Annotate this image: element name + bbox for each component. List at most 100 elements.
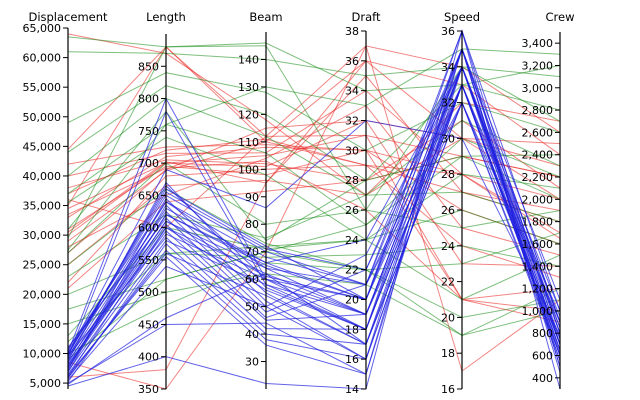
tick-label: 60 [245, 273, 259, 286]
axis-crew: Crew 400 600 800 1,000 1,200 1,400 1,600 1,800 2,… [522, 10, 575, 389]
tick-label: 18 [441, 347, 455, 360]
polyline-green-9 [67, 188, 561, 271]
polylines-layer [67, 29, 561, 390]
tick-label: 50,000 [23, 111, 62, 124]
axis-title: Speed [444, 10, 480, 24]
tick-label: 400 [532, 372, 553, 385]
polyline-red-13 [67, 134, 561, 301]
tick-label: 110 [238, 136, 259, 149]
tick-label: 40 [245, 328, 259, 341]
tick-label: 2,200 [522, 171, 554, 184]
tick-label: 100 [238, 163, 259, 176]
polyline-green-0 [67, 36, 561, 92]
tick-label: 1,200 [522, 283, 554, 296]
tick-label: 30 [345, 144, 359, 157]
polyline-blue-29 [67, 47, 561, 350]
polyline-red-6 [67, 119, 561, 189]
polyline-red-20 [67, 119, 561, 267]
tick-label: 700 [138, 157, 159, 170]
tick-label: 1,600 [522, 238, 554, 251]
tick-label: 120 [238, 108, 259, 121]
tick-label: 16 [345, 353, 359, 366]
tick-label: 10,000 [23, 347, 62, 360]
tick-label: 2,000 [522, 193, 554, 206]
tick-label: 22 [345, 264, 359, 277]
axis-title: Crew [546, 10, 575, 24]
tick-label: 60,000 [23, 52, 62, 65]
tick-label: 850 [138, 60, 159, 73]
tick-label: 34 [345, 85, 359, 98]
polyline-blue-13 [67, 47, 561, 355]
polyline-blue-26 [67, 47, 561, 353]
axis-displacement: Displacement 5,000 10,000 15,000 20,000 25,00… [23, 10, 109, 390]
tick-label: 1,000 [522, 305, 554, 318]
tick-label: 130 [238, 81, 259, 94]
tick-label: 20,000 [23, 288, 62, 301]
tick-label: 140 [238, 53, 259, 66]
tick-label: 18 [345, 323, 359, 336]
tick-label: 500 [138, 286, 159, 299]
tick-label: 600 [138, 222, 159, 235]
tick-label: 20 [345, 294, 359, 307]
tick-label: 16 [441, 383, 455, 396]
tick-label: 50 [245, 301, 259, 314]
polyline-blue-20 [67, 29, 561, 367]
axis-draft: Draft 14 16 18 20 22 24 26 28 30 32 34 36 38 [345, 10, 381, 396]
tick-label: 36 [345, 55, 359, 68]
tick-label: 1,800 [522, 216, 554, 229]
polyline-red-12 [67, 33, 561, 196]
tick-label: 90 [245, 191, 259, 204]
tick-label: 26 [345, 204, 359, 217]
tick-label: 25,000 [23, 259, 62, 272]
polyline-red-8 [67, 104, 561, 256]
tick-label: 55,000 [23, 81, 62, 94]
axes-layer: Displacement 5,000 10,000 15,000 20,000 25,00… [23, 10, 575, 396]
tick-label: 65,000 [23, 22, 62, 35]
tick-label: 24 [441, 240, 455, 253]
axis-title: Displacement [28, 10, 108, 24]
polyline-red-21 [67, 141, 561, 242]
axis-title: Length [146, 10, 186, 24]
tick-label: 550 [138, 254, 159, 267]
tick-label: 28 [345, 174, 359, 187]
tick-label: 5,000 [30, 377, 62, 390]
polyline-blue-31 [67, 29, 561, 363]
tick-label: 2,400 [522, 149, 554, 162]
tick-label: 650 [138, 189, 159, 202]
polyline-blue-33 [67, 119, 561, 355]
tick-label: 750 [138, 125, 159, 138]
tick-label: 38 [345, 25, 359, 38]
polyline-green-18 [67, 48, 561, 251]
polyline-blue-25 [67, 65, 561, 376]
tick-label: 800 [138, 93, 159, 106]
polyline-green-12 [67, 273, 561, 336]
polyline-green-10 [67, 239, 561, 301]
tick-label: 2,800 [522, 104, 554, 117]
polyline-blue-32 [67, 47, 561, 377]
polyline-blue-3 [67, 65, 561, 378]
tick-label: 26 [441, 204, 455, 217]
tick-label: 450 [138, 318, 159, 331]
tick-label: 40,000 [23, 170, 62, 183]
tick-label: 15,000 [23, 318, 62, 331]
axis-title: Beam [249, 10, 282, 24]
tick-label: 3,200 [522, 59, 554, 72]
tick-label: 20 [441, 311, 455, 324]
series-blue [67, 29, 561, 390]
polyline-red-9 [67, 164, 561, 283]
tick-label: 1,400 [522, 260, 554, 273]
polyline-blue-23 [67, 101, 561, 383]
tick-label: 14 [345, 383, 359, 396]
polyline-green-11 [67, 251, 561, 336]
polyline-green-17 [67, 191, 561, 278]
tick-label: 24 [345, 234, 359, 247]
polyline-blue-30 [67, 65, 561, 368]
axis-speed: Speed 16 18 20 22 24 26 28 30 32 34 36 [441, 10, 480, 396]
tick-label: 2,600 [522, 126, 554, 139]
tick-label: 28 [441, 168, 455, 181]
tick-label: 36 [441, 25, 455, 38]
polyline-red-18 [67, 44, 561, 390]
tick-label: 32 [345, 115, 359, 128]
tick-label: 35,000 [23, 200, 62, 213]
tick-label: 22 [441, 276, 455, 289]
